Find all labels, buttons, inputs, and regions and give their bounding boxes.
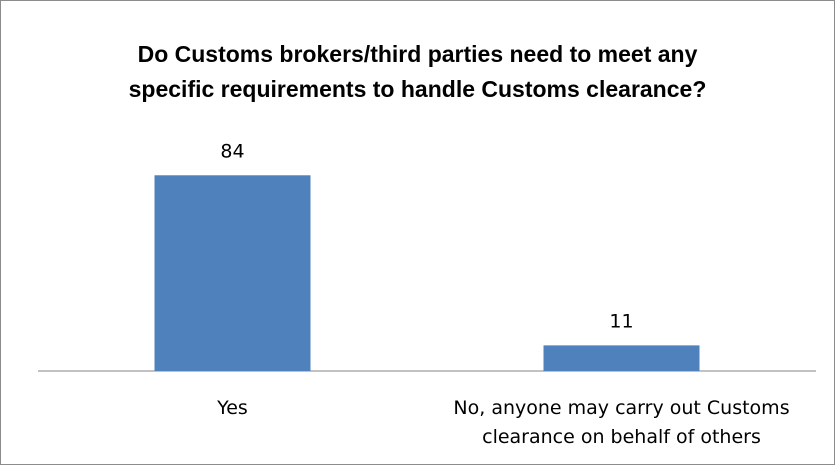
chart-title-line-1: Do Customs brokers/third parties need to…	[137, 41, 698, 67]
bar-2	[543, 345, 700, 371]
bar-1	[154, 175, 311, 371]
chart-title-line-2: specific requirements to handle Customs …	[128, 76, 707, 102]
data-label-2: 11	[609, 310, 633, 332]
category-label-2: No, anyone may carry out Customs clearanc…	[427, 394, 816, 452]
category-label-1: Yes	[38, 394, 427, 423]
category-label-2-line-2: clearance on behalf of others	[482, 426, 761, 448]
category-label-2-line-1: No, anyone may carry out Customs	[453, 397, 790, 419]
category-label-1-line-1: Yes	[217, 397, 248, 419]
data-label-1: 84	[220, 140, 244, 162]
chart-title: Do Customs brokers/third parties need to…	[0, 37, 835, 107]
